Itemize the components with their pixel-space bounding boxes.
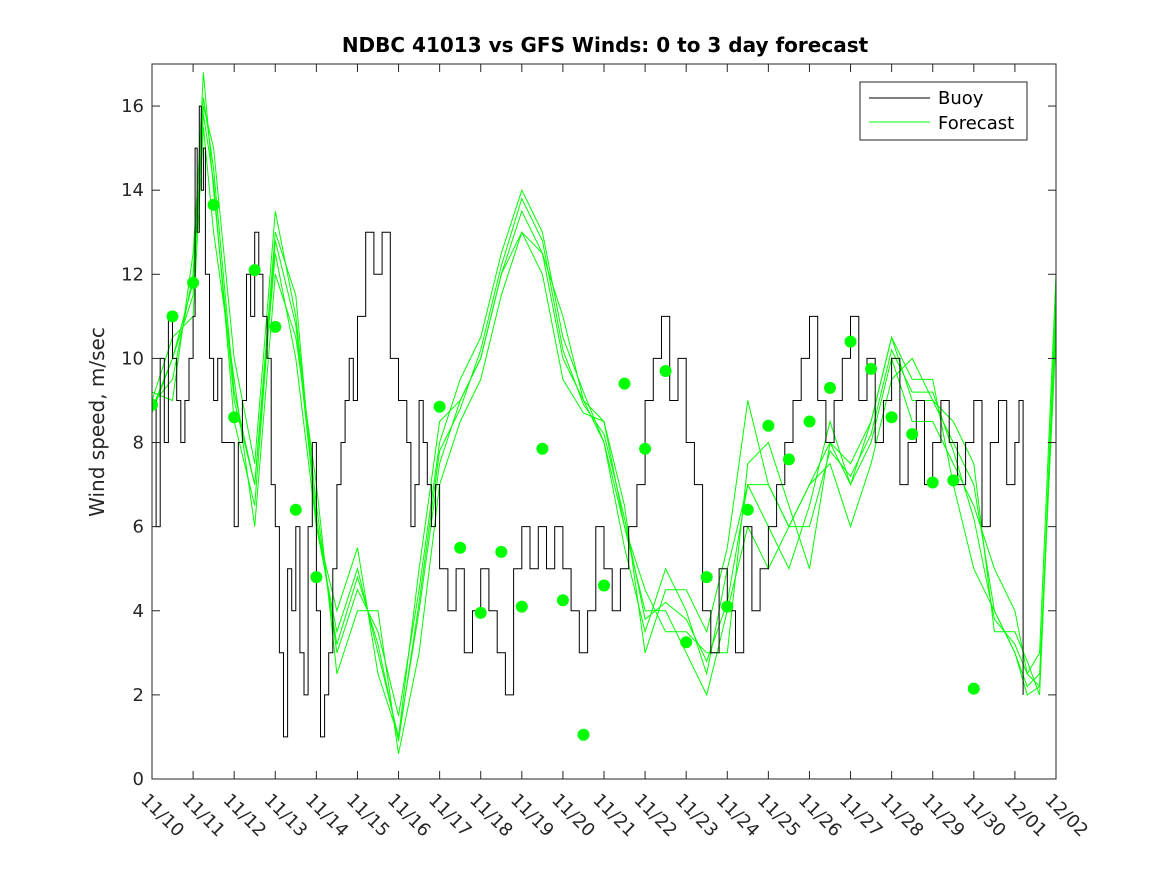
forecast-series-line-3 bbox=[152, 127, 1056, 754]
forecast-marker bbox=[187, 276, 200, 289]
y-tick-label: 16 bbox=[121, 96, 144, 117]
forecast-marker bbox=[824, 381, 836, 394]
x-tick-label: 11/20 bbox=[547, 790, 599, 842]
forecast-marker bbox=[310, 571, 323, 584]
x-tick-label: 11/28 bbox=[876, 790, 928, 842]
x-tick-label: 11/13 bbox=[260, 790, 312, 842]
buoy-series-line bbox=[152, 105, 1024, 738]
forecast-marker bbox=[906, 428, 919, 441]
forecast-marker bbox=[885, 411, 898, 424]
x-tick-label: 11/12 bbox=[219, 790, 271, 842]
forecast-marker bbox=[741, 503, 754, 516]
forecast-marker bbox=[721, 600, 734, 613]
forecast-marker bbox=[289, 503, 302, 516]
forecast-series-line-5 bbox=[152, 114, 1056, 742]
forecast-marker bbox=[515, 600, 528, 613]
forecast-marker bbox=[659, 365, 672, 377]
x-tick-label: 11/27 bbox=[835, 790, 887, 842]
forecast-marker bbox=[228, 411, 241, 424]
plot-area bbox=[152, 64, 1056, 779]
x-tick-label: 11/24 bbox=[712, 790, 764, 842]
x-tick-label: 11/29 bbox=[917, 790, 969, 842]
forecast-marker bbox=[947, 474, 960, 487]
y-tick-label: 12 bbox=[121, 264, 144, 285]
y-tick-label: 14 bbox=[121, 180, 144, 201]
x-tick-label: 11/17 bbox=[424, 790, 476, 842]
forecast-marker bbox=[474, 606, 487, 619]
forecast-marker bbox=[762, 419, 775, 432]
forecast-marker bbox=[536, 442, 549, 455]
forecast-marker bbox=[618, 377, 631, 390]
forecast-marker bbox=[865, 362, 878, 375]
forecast-marker bbox=[556, 594, 569, 607]
forecast-marker bbox=[495, 545, 508, 558]
x-tick-label: 11/18 bbox=[465, 790, 517, 842]
forecast-marker bbox=[700, 571, 713, 584]
forecast-marker bbox=[269, 320, 282, 333]
x-tick-label: 11/22 bbox=[630, 790, 682, 842]
forecast-marker bbox=[166, 310, 179, 323]
forecast-marker bbox=[577, 728, 590, 741]
x-tick-label: 12/01 bbox=[999, 790, 1051, 842]
y-tick-label: 2 bbox=[133, 685, 144, 706]
forecast-marker bbox=[926, 476, 939, 489]
legend: Buoy Forecast bbox=[859, 81, 1028, 141]
forecast-marker bbox=[680, 636, 693, 649]
forecast-marker bbox=[844, 335, 857, 348]
y-tick-label: 0 bbox=[133, 769, 144, 790]
x-tick-label: 12/02 bbox=[1040, 790, 1092, 842]
x-tick-label: 11/26 bbox=[794, 790, 846, 842]
legend-box bbox=[859, 81, 1028, 141]
chart-title: NDBC 41013 vs GFS Winds: 0 to 3 day fore… bbox=[342, 33, 869, 57]
y-tick-label: 8 bbox=[133, 433, 144, 454]
legend-forecast-label: Forecast bbox=[938, 113, 1014, 134]
x-tick-label: 11/19 bbox=[506, 790, 558, 842]
forecast-marker bbox=[248, 264, 261, 277]
legend-buoy-label: Buoy bbox=[938, 88, 984, 109]
x-tick-label: 11/16 bbox=[383, 790, 435, 842]
x-tick-label: 11/15 bbox=[342, 790, 394, 842]
y-tick-label: 10 bbox=[121, 348, 144, 369]
forecast-marker bbox=[782, 453, 795, 466]
forecast-series-line-4 bbox=[152, 97, 1056, 738]
forecast-marker bbox=[967, 682, 980, 695]
y-axis-label: Wind speed, m/sec bbox=[85, 327, 109, 517]
forecast-marker bbox=[433, 400, 446, 413]
x-tick-label: 11/11 bbox=[178, 790, 230, 842]
x-tick-label: 11/23 bbox=[671, 790, 723, 842]
forecast-marker bbox=[207, 198, 220, 211]
forecast-marker bbox=[454, 541, 467, 554]
x-tick-label: 11/14 bbox=[301, 790, 353, 842]
x-tick-label: 11/21 bbox=[588, 790, 640, 842]
y-tick-label: 6 bbox=[133, 517, 144, 538]
forecast-marker bbox=[152, 398, 158, 411]
forecast-marker bbox=[803, 415, 816, 428]
forecast-marker bbox=[639, 442, 652, 455]
x-tick-label: 11/30 bbox=[958, 790, 1010, 842]
y-tick-label: 4 bbox=[133, 601, 144, 622]
x-tick-label: 11/25 bbox=[753, 790, 805, 842]
x-tick-label: 11/10 bbox=[136, 790, 188, 842]
forecast-marker bbox=[598, 579, 610, 592]
